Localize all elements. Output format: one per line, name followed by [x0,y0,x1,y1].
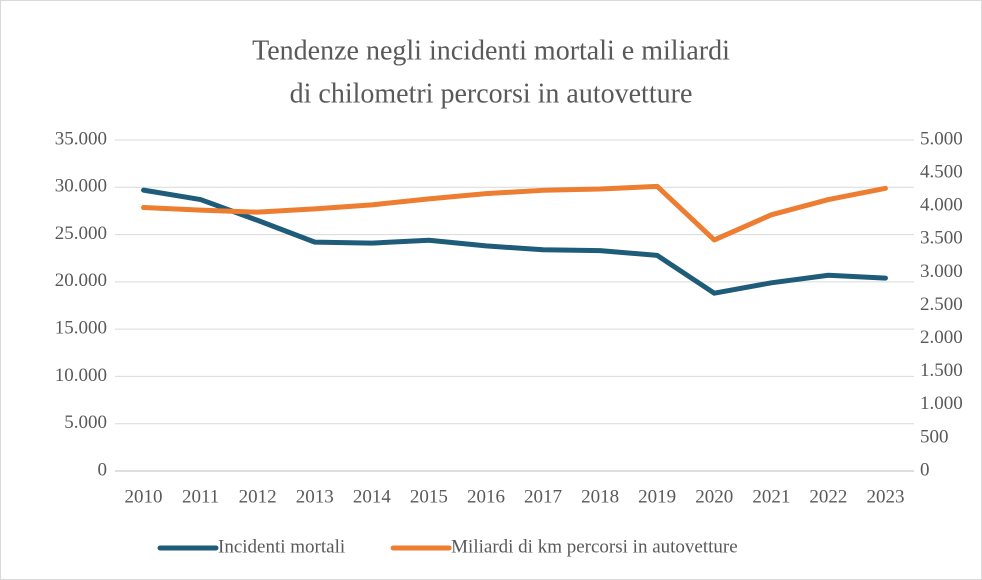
x-tick-label: 2016 [467,486,505,507]
x-tick-label: 2019 [638,486,676,507]
y-tick-label: 15.000 [55,318,107,339]
x-tick-label: 2023 [866,486,904,507]
x-tick-label: 2022 [809,486,847,507]
x-tick-label: 2018 [581,486,619,507]
chart-title: Tendenze negli incidenti mortali e milia… [252,35,730,66]
x-tick-label: 2021 [752,486,790,507]
x-tick-label: 2014 [353,486,392,507]
y-tick-label: 30.000 [55,176,107,197]
y-tick-label: 10.000 [55,365,107,386]
y-tick-label: 20.000 [55,270,107,291]
y-tick-label: 1.000 [920,393,963,414]
y-tick-label: 4.500 [920,161,963,182]
chart-title: di chilometri percorsi in autovetture [290,78,693,109]
y-tick-label: 0 [98,459,108,480]
x-tick-label: 2017 [524,486,562,507]
y-tick-label: 1.500 [920,360,963,381]
y-tick-label: 0 [920,459,930,480]
line [141,187,888,296]
y-tick-label: 25.000 [55,223,107,244]
y-tick-label: 3.500 [920,228,963,249]
y-tick-label: 2.000 [920,327,963,348]
x-tick-label: 2015 [410,486,448,507]
x-tick-label: 2020 [695,486,733,507]
legend-label: Incidenti mortali [218,536,345,557]
y-tick-label: 3.000 [920,261,963,282]
legend-label: Miliardi di km percorsi in autovetture [451,536,738,557]
y-tick-label: 500 [920,426,949,447]
line [141,183,888,243]
x-tick-label: 2013 [296,486,334,507]
y-tick-label: 4.000 [920,195,963,216]
x-tick-label: 2010 [125,486,163,507]
y-tick-label: 35.000 [55,128,107,149]
y-tick-label: 5.000 [920,128,963,149]
x-tick-label: 2011 [182,486,219,507]
y-tick-label: 2.500 [920,294,963,315]
x-tick-label: 2012 [239,486,277,507]
y-tick-label: 5.000 [64,412,107,433]
